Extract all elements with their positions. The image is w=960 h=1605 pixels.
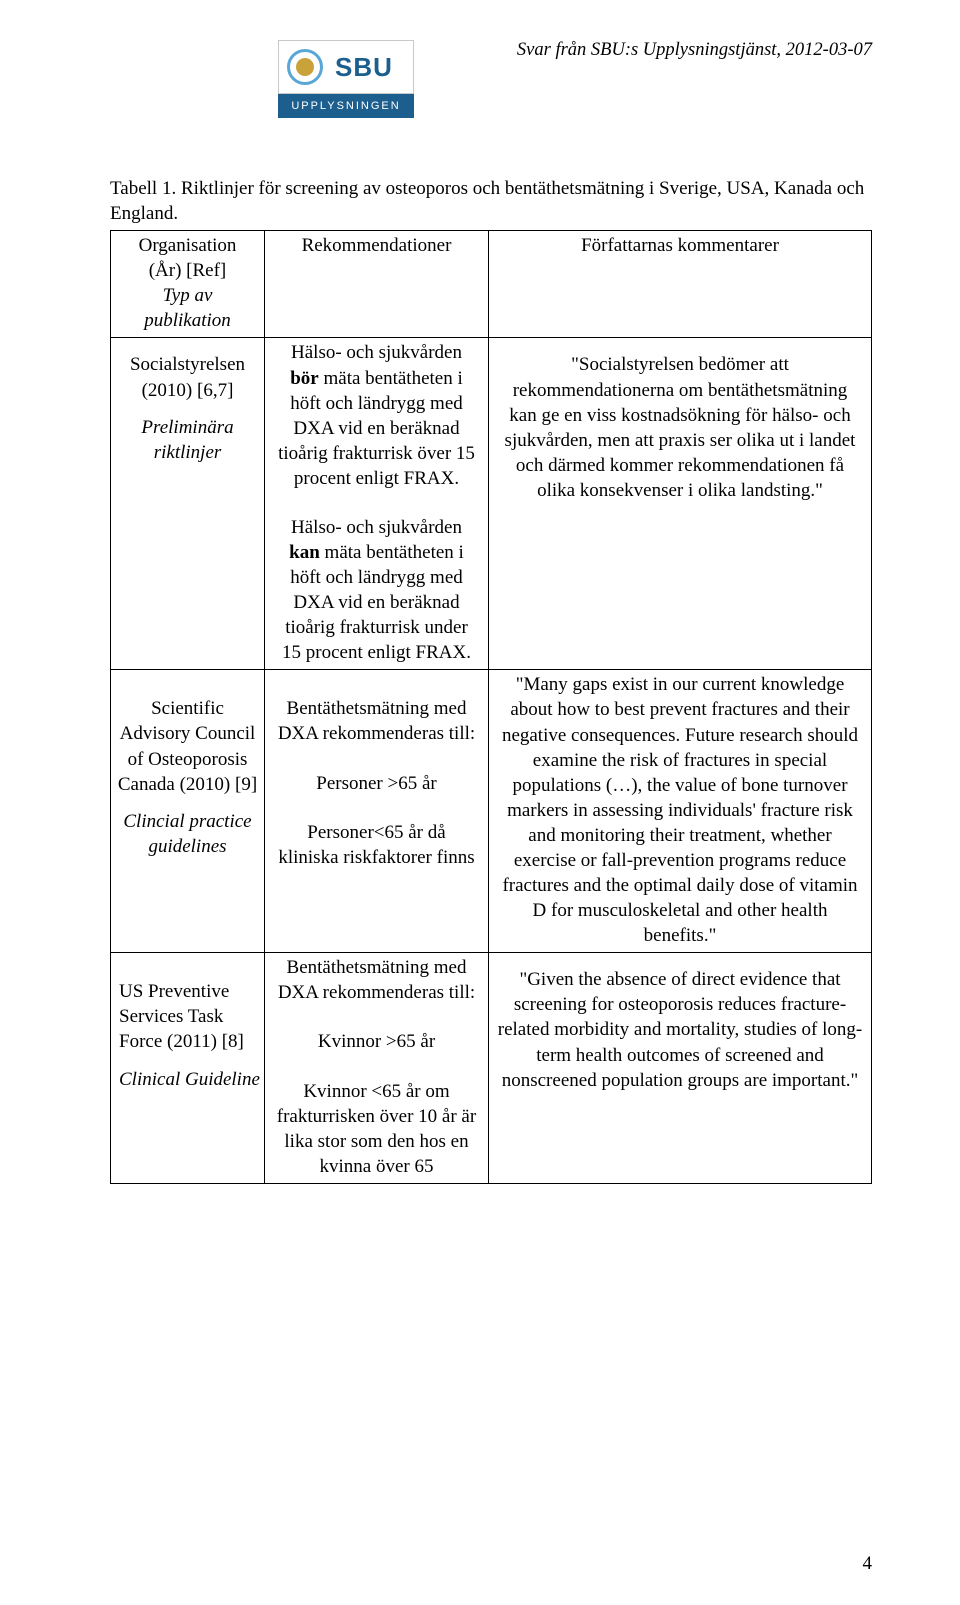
org-name: Scientific Advisory Council of Osteoporo… xyxy=(115,696,260,796)
rec-line: Kvinnor <65 år om frakturrisken över 10 … xyxy=(275,1079,478,1179)
table-row: US Preventive Services Task Force (2011)… xyxy=(111,953,872,1184)
logo-circle-icon xyxy=(287,49,323,85)
rec-line: Personer<65 år då kliniska riskfaktorer … xyxy=(275,820,478,870)
org-head-l2: (År) [Ref] xyxy=(149,260,227,281)
rec-cell: Hälso- och sjukvården bör mäta bentäthet… xyxy=(265,338,489,670)
sbu-logo: SBU UPPLYSNINGEN xyxy=(278,40,414,118)
org-name: US Preventive Services Task Force (2011)… xyxy=(119,979,260,1054)
rec-bold: kan xyxy=(289,542,320,563)
org-head-l3: Typ av publikation xyxy=(144,285,231,331)
logo-top: SBU xyxy=(278,40,414,94)
com-cell: "Socialstyrelsen bedömer att rekommendat… xyxy=(489,338,872,670)
col-header-comments: Författarnas kommentarer xyxy=(489,231,872,338)
org-cell: Scientific Advisory Council of Osteoporo… xyxy=(111,670,265,953)
org-type: Clincial practice guidelines xyxy=(115,809,260,859)
org-type: Preliminära riktlinjer xyxy=(115,415,260,465)
org-cell: US Preventive Services Task Force (2011)… xyxy=(111,953,265,1184)
logo-text: SBU xyxy=(335,52,393,83)
org-name: Socialstyrelsen (2010) [6,7] xyxy=(115,352,260,402)
rec-line: Bentäthetsmätning med DXA rekommenderas … xyxy=(275,955,478,1005)
document-meta-line: Svar från SBU:s Upplysningstjänst, 2012-… xyxy=(517,40,872,61)
col-header-recommendations: Rekommendationer xyxy=(265,231,489,338)
table-caption: Tabell 1. Riktlinjer för screening av os… xyxy=(110,176,872,226)
org-head-l1: Organisation xyxy=(139,235,237,256)
page-header: SBU UPPLYSNINGEN Svar från SBU:s Upplysn… xyxy=(110,40,872,118)
logo-subtext: UPPLYSNINGEN xyxy=(278,94,414,118)
com-cell: "Many gaps exist in our current knowledg… xyxy=(489,670,872,953)
guidelines-table: Organisation (År) [Ref] Typ av publikati… xyxy=(110,230,872,1184)
page-number: 4 xyxy=(863,1553,873,1575)
col-header-organisation: Organisation (År) [Ref] Typ av publikati… xyxy=(111,231,265,338)
rec-para-2: Hälso- och sjukvården kan mäta bentäthet… xyxy=(275,515,478,665)
com-text: "Given the absence of direct evidence th… xyxy=(497,967,863,1092)
rec-bold: bör xyxy=(290,368,319,389)
rec-line: Bentäthetsmätning med DXA rekommenderas … xyxy=(275,696,478,746)
rec-cell: Bentäthetsmätning med DXA rekommenderas … xyxy=(265,670,489,953)
table-header-row: Organisation (År) [Ref] Typ av publikati… xyxy=(111,231,872,338)
com-text: "Many gaps exist in our current knowledg… xyxy=(497,672,863,948)
org-type: Clinical Guideline xyxy=(119,1067,260,1092)
rec-line: Personer >65 år xyxy=(275,771,478,796)
rec-cell: Bentäthetsmätning med DXA rekommenderas … xyxy=(265,953,489,1184)
org-cell: Socialstyrelsen (2010) [6,7] Preliminära… xyxy=(111,338,265,670)
table-row: Socialstyrelsen (2010) [6,7] Preliminära… xyxy=(111,338,872,670)
rec-para-1: Hälso- och sjukvården bör mäta bentäthet… xyxy=(275,340,478,490)
rec-line: Kvinnor >65 år xyxy=(275,1029,478,1054)
com-cell: "Given the absence of direct evidence th… xyxy=(489,953,872,1184)
document-page: SBU UPPLYSNINGEN Svar från SBU:s Upplysn… xyxy=(0,0,960,1605)
com-text: "Socialstyrelsen bedömer att rekommendat… xyxy=(497,352,863,502)
table-row: Scientific Advisory Council of Osteoporo… xyxy=(111,670,872,953)
